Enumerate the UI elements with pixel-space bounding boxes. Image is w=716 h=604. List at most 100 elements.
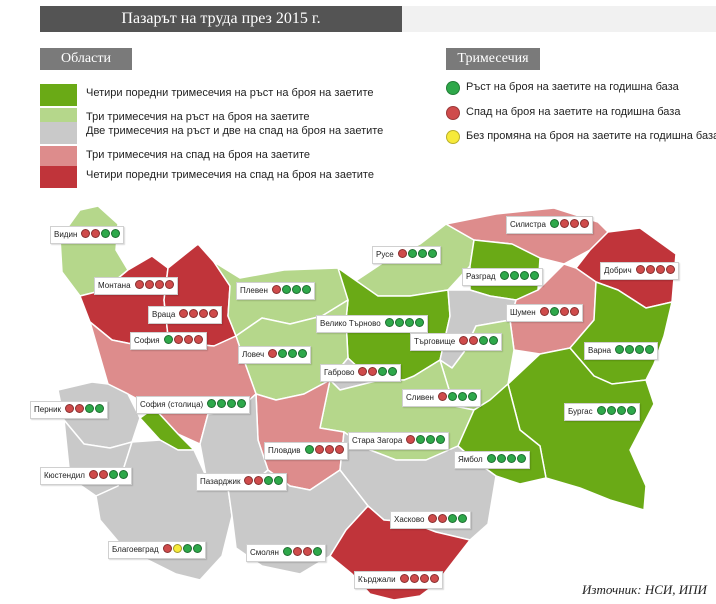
quarter-3-dot-icon bbox=[101, 229, 111, 238]
region-19-label: Бургас bbox=[564, 403, 640, 421]
quarter-4-dot-icon bbox=[569, 307, 579, 316]
legend-label: Две тримесечия на ръст и две на спад на … bbox=[86, 125, 384, 137]
region-name: София (столица) bbox=[140, 400, 204, 409]
quarter-4-dot-icon bbox=[489, 336, 499, 345]
region-4-label: Плевен bbox=[236, 282, 315, 300]
region-2-label: Монтана bbox=[94, 277, 178, 295]
region-25-label: Хасково bbox=[390, 511, 472, 529]
quarter-1-dot-icon bbox=[268, 349, 278, 358]
region-name: Монтана bbox=[98, 281, 131, 290]
legend-swatch bbox=[40, 146, 77, 168]
legend-label: Четири поредни тримесечия на спад на бро… bbox=[86, 169, 374, 181]
red-dot-icon bbox=[446, 106, 460, 120]
legend-label: Три тримесечия на спад на броя на заетит… bbox=[86, 149, 311, 161]
quarter-3-dot-icon bbox=[448, 514, 458, 523]
quarter-3-dot-icon bbox=[506, 454, 516, 463]
quarter-2-dot-icon bbox=[314, 445, 324, 454]
region-name: Хасково bbox=[394, 515, 425, 524]
quarter-1-dot-icon bbox=[162, 544, 172, 553]
quarter-4-dot-icon bbox=[312, 547, 322, 556]
quarter-3-dot-icon bbox=[559, 307, 569, 316]
region-name: Разград bbox=[466, 272, 496, 281]
quarter-1-dot-icon bbox=[358, 367, 368, 376]
quarter-2-dot-icon bbox=[509, 271, 519, 280]
region-8-label: Разград bbox=[462, 268, 543, 286]
quarter-2-dot-icon bbox=[173, 335, 183, 344]
quarter-4-dot-icon bbox=[458, 514, 468, 523]
quarter-1-dot-icon bbox=[65, 404, 75, 413]
legend-label: Три тримесечия на ръст на броя на заетит… bbox=[86, 111, 310, 123]
quarter-3-dot-icon bbox=[635, 345, 645, 354]
quarter-1-dot-icon bbox=[596, 406, 606, 415]
quarter-4-dot-icon bbox=[111, 229, 121, 238]
region-14-label: София bbox=[130, 332, 207, 350]
quarter-3-dot-icon bbox=[324, 445, 334, 454]
quarter-2-dot-icon bbox=[278, 349, 288, 358]
quarter-3-dot-icon bbox=[426, 435, 436, 444]
quarter-1-dot-icon bbox=[207, 399, 217, 408]
quarter-1-dot-icon bbox=[459, 336, 469, 345]
region-26-label: Благоевград bbox=[108, 541, 206, 559]
region-16-label: Сливен bbox=[402, 389, 481, 407]
quarter-1-dot-icon bbox=[179, 309, 189, 318]
legend-label: Четири поредни тримесечия на ръст на бро… bbox=[86, 87, 374, 99]
quarter-3-dot-icon bbox=[264, 476, 274, 485]
page-title: Пазарът на труда през 2015 г. bbox=[40, 6, 402, 32]
quarter-3-dot-icon bbox=[457, 392, 467, 401]
quarter-2-dot-icon bbox=[559, 219, 569, 228]
quarter-4-dot-icon bbox=[665, 265, 675, 274]
quarter-1-dot-icon bbox=[81, 229, 91, 238]
quarter-2-dot-icon bbox=[549, 307, 559, 316]
legend-swatch bbox=[40, 84, 77, 106]
quarter-4-dot-icon bbox=[467, 392, 477, 401]
quarter-2-dot-icon bbox=[645, 265, 655, 274]
region-9-label: Шумен bbox=[506, 304, 583, 322]
region-20-label: Стара Загора bbox=[348, 432, 450, 450]
region-name: Варна bbox=[588, 346, 612, 355]
region-name: Бургас bbox=[568, 407, 593, 416]
region-name: Плевен bbox=[240, 286, 268, 295]
regions-legend-header: Области bbox=[40, 48, 132, 70]
region-name: Шумен bbox=[510, 308, 536, 317]
quarter-2-dot-icon bbox=[217, 399, 227, 408]
quarter-3-dot-icon bbox=[404, 318, 414, 327]
quarter-2-dot-icon bbox=[172, 544, 182, 553]
quarter-1-dot-icon bbox=[428, 514, 438, 523]
region-27-label: Смолян bbox=[246, 544, 326, 562]
quarter-3-dot-icon bbox=[85, 404, 95, 413]
region-name: Ловеч bbox=[242, 350, 265, 359]
quarter-4-dot-icon bbox=[192, 544, 202, 553]
quarter-2-dot-icon bbox=[438, 514, 448, 523]
green-dot-icon bbox=[446, 81, 460, 95]
quarter-2-dot-icon bbox=[98, 470, 108, 479]
region-name: Кърджали bbox=[358, 575, 396, 584]
quarter-1-dot-icon bbox=[88, 470, 98, 479]
quarter-2-dot-icon bbox=[144, 280, 154, 289]
region-name: Перник bbox=[34, 405, 62, 414]
quarter-3-dot-icon bbox=[154, 280, 164, 289]
region-3-label: Враца bbox=[148, 306, 223, 324]
quarter-4-dot-icon bbox=[164, 280, 174, 289]
quarter-3-dot-icon bbox=[378, 367, 388, 376]
quarter-2-dot-icon bbox=[447, 392, 457, 401]
quarter-1-dot-icon bbox=[486, 454, 496, 463]
quarter-2-dot-icon bbox=[416, 435, 426, 444]
quarter-3-dot-icon bbox=[182, 544, 192, 553]
region-23-label: Кюстендил bbox=[40, 467, 132, 485]
quarter-4-dot-icon bbox=[516, 454, 526, 463]
quarter-2-dot-icon bbox=[394, 318, 404, 327]
quarter-4-dot-icon bbox=[579, 219, 589, 228]
quarter-1-dot-icon bbox=[539, 307, 549, 316]
quarter-1-dot-icon bbox=[397, 249, 407, 258]
quarter-2-dot-icon bbox=[625, 345, 635, 354]
quarter-2-dot-icon bbox=[91, 229, 101, 238]
region-name: Стара Загора bbox=[352, 436, 403, 445]
region-7-label: Добрич bbox=[600, 262, 679, 280]
region-17-label: Перник bbox=[30, 401, 109, 419]
region-name: Габрово bbox=[324, 368, 355, 377]
quarter-4-dot-icon bbox=[118, 470, 128, 479]
region-24-label: Пазарджик bbox=[196, 473, 288, 491]
quarter-3-dot-icon bbox=[655, 265, 665, 274]
quarter-3-dot-icon bbox=[479, 336, 489, 345]
region-22-label: Ямбол bbox=[454, 451, 530, 469]
